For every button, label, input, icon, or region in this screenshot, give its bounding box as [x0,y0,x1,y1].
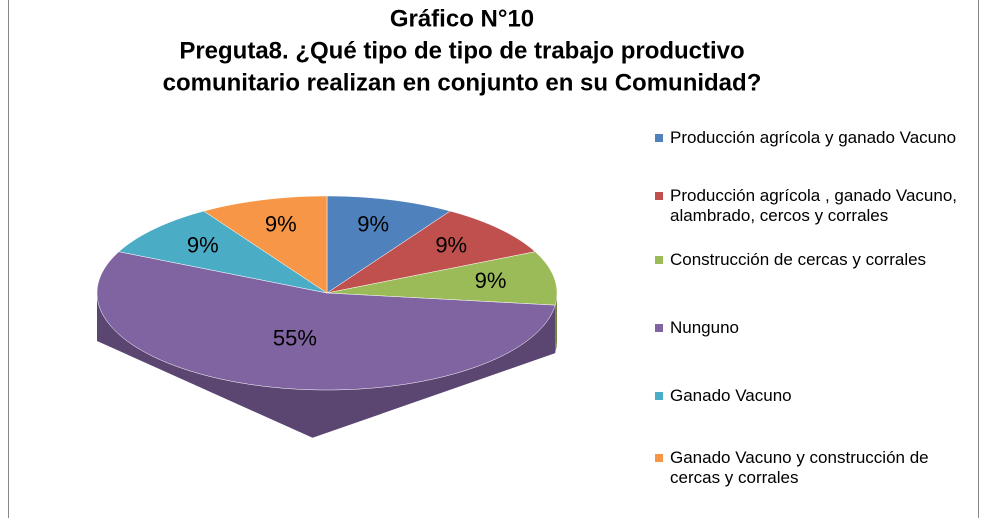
frame [8,0,979,518]
legend-swatch [655,392,663,400]
data-label: 9% [187,233,219,258]
chart-subtitle: Preguta8. ¿Qué tipo de tipo de trabajo p… [179,37,744,64]
legend-label: Nunguno [670,318,740,337]
slice [118,210,328,294]
chart-subtitle: comunitario realizan en conjunto en su C… [163,69,762,96]
slice-side [555,293,557,354]
data-label: 9% [265,212,297,237]
legend-label: Ganado Vacuno y construcción de cercas y… [670,448,929,487]
legend-swatch [655,192,663,200]
data-label: 9% [435,233,467,258]
legend-item: Ganado Vacuno y construcción de cercas y… [655,448,970,488]
legend-swatch [655,134,663,142]
legend-item: Construcción de cercas y corrales [655,250,970,270]
legend-item: Producción agrícola , ganado Vacuno, ala… [655,186,970,226]
slice [326,195,451,294]
legend-item: Producción agrícola y ganado Vacuno [655,128,970,148]
legend-item: Nunguno [655,318,970,338]
legend-item: Ganado Vacuno [655,386,970,406]
legend-swatch [655,324,663,332]
slice [96,251,556,391]
data-label: 9% [357,212,389,237]
slice [203,195,328,294]
legend-label: Construcción de cercas y corrales [670,250,927,269]
slice [326,210,536,294]
chart-title: Gráfico N°10 [390,5,534,32]
data-label: 55% [273,325,317,350]
legend-label: Producción agrícola , ganado Vacuno, ala… [670,186,957,225]
legend-swatch [655,256,663,264]
legend-swatch [655,454,663,462]
slice-side [97,293,556,438]
data-label: 9% [475,268,507,293]
legend-label: Producción agrícola y ganado Vacuno [670,128,957,147]
slice [326,251,558,306]
legend-label: Ganado Vacuno [670,386,792,405]
